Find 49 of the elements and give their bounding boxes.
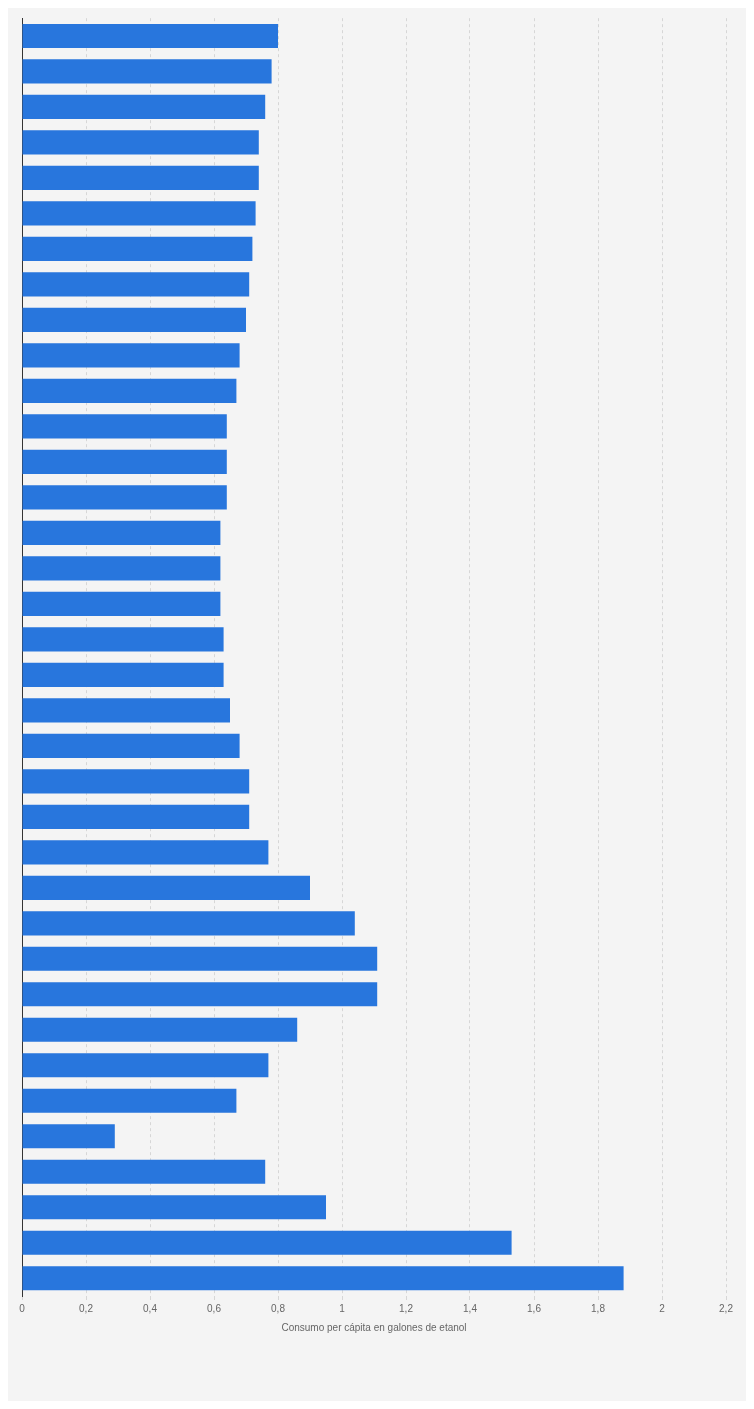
bar (22, 733, 240, 758)
bar (22, 556, 221, 581)
bar (22, 1230, 512, 1255)
x-tick-label: 1,2 (399, 1302, 414, 1314)
x-tick-label: 0 (19, 1302, 26, 1314)
bar (22, 1053, 269, 1078)
bar (22, 698, 230, 723)
bar (22, 130, 259, 155)
bar (22, 1017, 298, 1042)
bar (22, 94, 266, 119)
bar (22, 982, 378, 1007)
bar (22, 165, 259, 190)
x-axis-title: Consumo per cápita en galones de etanol (281, 1321, 467, 1333)
x-tick-label: 2,2 (719, 1302, 734, 1314)
bar (22, 627, 224, 652)
bar (22, 875, 310, 900)
x-tick-label: 1,4 (463, 1302, 478, 1314)
bar (22, 769, 250, 794)
bar (22, 343, 240, 368)
bar (22, 307, 246, 332)
bar (22, 485, 227, 510)
bar (22, 946, 378, 971)
bar (22, 662, 224, 687)
bar (22, 414, 227, 439)
bar (22, 272, 250, 297)
bar (22, 1159, 266, 1184)
x-tick-label: 1 (339, 1302, 346, 1314)
bar (22, 236, 253, 261)
bar (22, 840, 269, 865)
bar (22, 23, 278, 49)
x-tick-label: 0,8 (271, 1302, 286, 1314)
x-tick-label: 2 (659, 1302, 666, 1314)
bar (22, 378, 237, 403)
bar (22, 911, 355, 936)
x-tick-label: 1,6 (527, 1302, 542, 1314)
bar (22, 201, 256, 226)
bar (22, 1124, 115, 1149)
bar (22, 59, 272, 84)
bar (22, 520, 221, 545)
bar (22, 449, 227, 474)
bar (22, 1195, 326, 1220)
bar (22, 591, 221, 616)
x-tick-label: 0,6 (207, 1302, 222, 1314)
x-tick-label: 1,8 (591, 1302, 606, 1314)
x-tick-label: 0,2 (79, 1302, 94, 1314)
bar (22, 1266, 624, 1291)
bar (22, 1088, 237, 1113)
x-tick-label: 0,4 (143, 1302, 158, 1314)
bar (22, 804, 250, 829)
